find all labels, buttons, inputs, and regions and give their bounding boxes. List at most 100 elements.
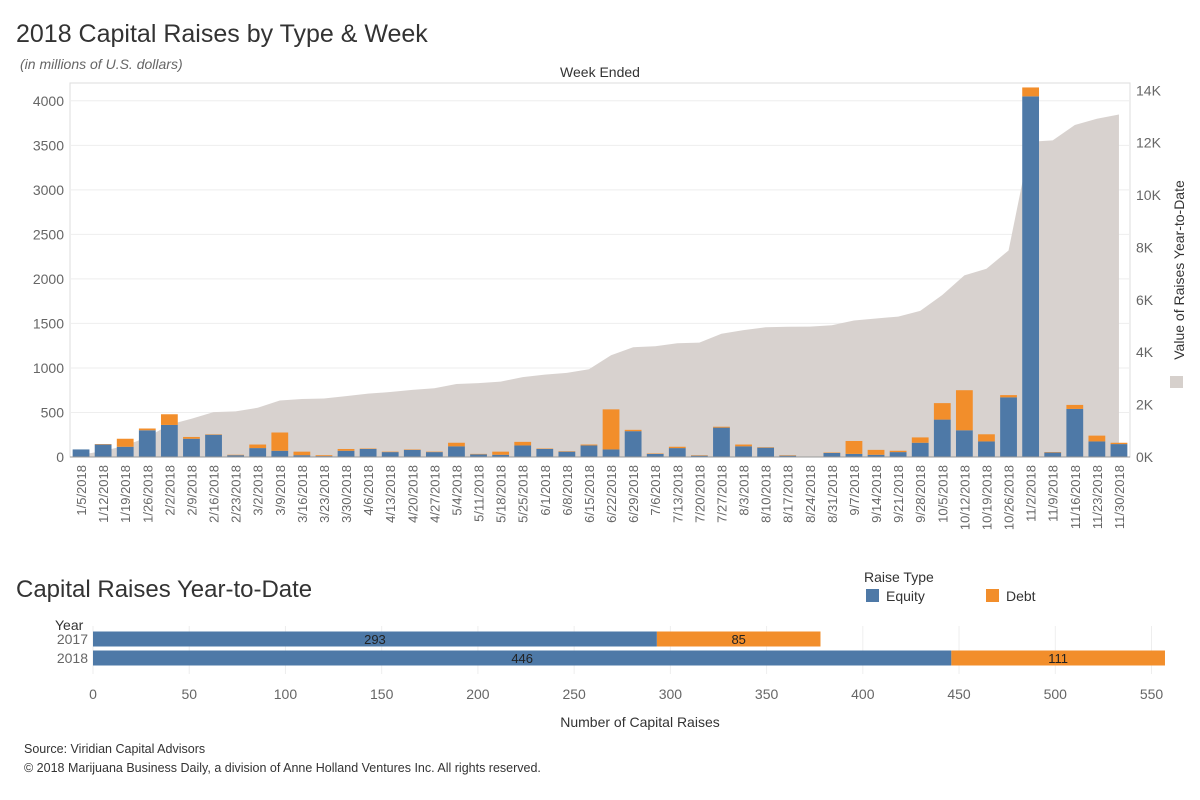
x-tick-label: 9/14/2018 bbox=[869, 465, 884, 523]
debt-bar bbox=[160, 414, 178, 425]
equity-bar bbox=[1066, 408, 1084, 457]
x-tick-label: 11/23/2018 bbox=[1090, 465, 1105, 529]
x-tick-label: 2/23/2018 bbox=[229, 465, 244, 523]
x-tick-label: 3/23/2018 bbox=[317, 465, 332, 523]
equity-bar bbox=[183, 438, 200, 457]
y-tick-label: 500 bbox=[41, 404, 65, 420]
x-tick-label: 6/8/2018 bbox=[560, 465, 575, 516]
equity-data-label: 446 bbox=[511, 651, 533, 666]
cumulative-legend-swatch bbox=[1170, 376, 1183, 388]
equity-bar bbox=[1044, 452, 1062, 457]
equity-bar bbox=[1088, 441, 1106, 457]
x-tick-label: 8/10/2018 bbox=[759, 465, 774, 523]
debt-bar bbox=[492, 451, 510, 455]
chart-title: 2018 Capital Raises by Type & Week bbox=[16, 20, 428, 48]
x-tick-label: 5/4/2018 bbox=[449, 465, 464, 516]
x-tick-label: 10/12/2018 bbox=[957, 465, 972, 530]
debt-bar bbox=[1000, 395, 1017, 398]
debt-bar bbox=[1110, 442, 1128, 445]
debt-bar bbox=[668, 446, 686, 449]
y-axis-title: Year bbox=[55, 617, 84, 633]
debt-bar bbox=[602, 409, 620, 450]
x-tick-label: 7/27/2018 bbox=[714, 465, 729, 523]
debt-bar bbox=[116, 438, 134, 447]
equity-bar bbox=[602, 449, 620, 457]
equity-bar bbox=[933, 419, 951, 457]
y2-tick-label: 10K bbox=[1136, 187, 1162, 203]
equity-bar bbox=[138, 430, 156, 457]
y2-tick-label: 12K bbox=[1136, 135, 1162, 151]
x-tick-label: 3/30/2018 bbox=[339, 465, 354, 523]
x-tick-label: 4/27/2018 bbox=[427, 465, 442, 523]
debt-bar bbox=[845, 440, 863, 454]
x-tick-label: 2/9/2018 bbox=[184, 465, 199, 516]
x-tick-label: 2/2/2018 bbox=[162, 465, 177, 516]
equity-bar bbox=[116, 446, 134, 457]
equity-bar bbox=[293, 455, 311, 457]
x-tick-label: 0 bbox=[89, 686, 97, 702]
equity-bar bbox=[72, 449, 90, 457]
x-tick-label: 5/18/2018 bbox=[494, 465, 509, 523]
ytd-raises-chart: 0 50 100 150 200 250 300 350 400 450 500 550 293 85 20… bbox=[55, 569, 1165, 730]
weekly-raises-chart: 0 500 1000 1500 2000 2500 3000 3500 4000 0K 2K 4K 6K… bbox=[33, 64, 1187, 530]
equity-bar bbox=[227, 455, 245, 457]
equity-bar bbox=[646, 453, 664, 457]
equity-bar bbox=[735, 446, 752, 457]
debt-bar bbox=[1088, 435, 1106, 442]
equity-bar bbox=[160, 424, 178, 457]
equity-bar bbox=[93, 650, 952, 666]
x-tick-label: 10/26/2018 bbox=[1002, 465, 1017, 530]
debt-bar bbox=[514, 441, 532, 446]
x-tick-label: 10/5/2018 bbox=[935, 465, 950, 523]
debt-bar bbox=[1022, 87, 1040, 97]
equity-bar bbox=[867, 454, 885, 457]
debt-bar bbox=[138, 428, 156, 431]
debt-bar bbox=[978, 434, 995, 442]
debt-bar bbox=[337, 448, 355, 451]
y2-tick-label: 14K bbox=[1136, 82, 1162, 98]
x-tick-label: 11/16/2018 bbox=[1068, 465, 1083, 529]
x-tick-label: 8/17/2018 bbox=[781, 465, 796, 523]
y-tick-label: 2500 bbox=[33, 226, 64, 242]
debt-bar bbox=[713, 426, 730, 428]
equity-bar bbox=[889, 452, 907, 457]
x-tick-label: 4/13/2018 bbox=[383, 465, 398, 523]
equity-bar bbox=[624, 431, 642, 457]
equity-bar bbox=[1110, 444, 1128, 457]
y-tick-label: 3500 bbox=[33, 137, 64, 153]
x-tick-label: 3/16/2018 bbox=[295, 465, 310, 523]
debt-bar bbox=[951, 650, 1165, 666]
equity-data-label: 293 bbox=[364, 632, 386, 647]
y-tick-label: 0 bbox=[56, 449, 64, 465]
x-tick-label: 2/16/2018 bbox=[207, 465, 222, 523]
x-tick-label: 200 bbox=[466, 686, 490, 702]
x-tick-label: 250 bbox=[562, 686, 586, 702]
y2-tick-label: 8K bbox=[1136, 239, 1154, 255]
debt-bar bbox=[448, 442, 465, 447]
x-tick-label: 8/31/2018 bbox=[825, 465, 840, 523]
y-tick-label: 1500 bbox=[33, 315, 64, 331]
cumulative-area bbox=[81, 114, 1119, 458]
debt-bar bbox=[183, 436, 200, 439]
y-tick-label: 3000 bbox=[33, 182, 64, 198]
legend-label-debt: Debt bbox=[1006, 588, 1036, 604]
equity-bar bbox=[911, 442, 929, 457]
x-tick-label: 100 bbox=[274, 686, 298, 702]
debt-data-label: 111 bbox=[1048, 651, 1068, 666]
x-tick-label: 6/22/2018 bbox=[604, 465, 619, 523]
x-tick-label: 9/28/2018 bbox=[913, 465, 928, 523]
debt-bar bbox=[867, 449, 885, 455]
debt-bar bbox=[656, 631, 821, 647]
equity-bar bbox=[492, 454, 510, 457]
x-tick-label: 5/25/2018 bbox=[516, 465, 531, 523]
legend-swatch-equity bbox=[866, 589, 879, 602]
legend-title: Raise Type bbox=[864, 569, 934, 585]
y2-tick-label: 0K bbox=[1136, 449, 1154, 465]
equity-bar bbox=[514, 445, 532, 457]
debt-bar bbox=[624, 429, 642, 432]
x-tick-label: 350 bbox=[755, 686, 779, 702]
equity-bar bbox=[713, 427, 730, 457]
debt-bar bbox=[249, 444, 267, 449]
equity-bar bbox=[1000, 397, 1017, 457]
debt-bar bbox=[889, 450, 907, 453]
